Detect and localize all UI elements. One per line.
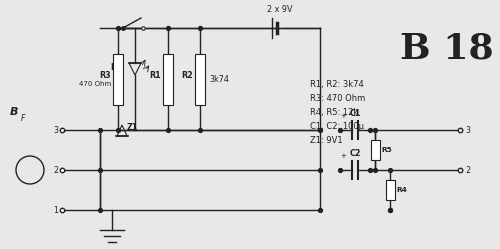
Text: 3: 3: [53, 125, 58, 134]
Text: Z1: Z1: [127, 123, 138, 131]
Text: 2 x 9V: 2 x 9V: [267, 5, 293, 14]
Bar: [386, 180, 394, 200]
Bar: [113, 54, 123, 105]
Text: R2: R2: [181, 70, 193, 79]
Text: L1: L1: [110, 62, 121, 71]
Text: 1: 1: [53, 205, 58, 214]
Text: Z1: 9V1: Z1: 9V1: [310, 136, 342, 145]
Text: F: F: [21, 114, 25, 123]
Text: 2: 2: [53, 166, 58, 175]
Text: R1: R1: [150, 70, 161, 79]
Text: B 18: B 18: [400, 31, 494, 65]
Bar: [195, 54, 205, 105]
Text: C1, C2: 100μ: C1, C2: 100μ: [310, 122, 364, 131]
Text: +: +: [340, 113, 346, 119]
Text: 2: 2: [465, 166, 470, 175]
Text: R5: R5: [382, 147, 392, 153]
Bar: [370, 140, 380, 160]
Text: B: B: [10, 107, 18, 117]
Text: C2: C2: [349, 149, 361, 158]
Text: C1: C1: [350, 109, 360, 118]
Text: R4: R4: [396, 187, 407, 193]
Text: 470 Ohm: 470 Ohm: [79, 81, 111, 87]
Text: +: +: [340, 153, 346, 159]
Text: 3k74: 3k74: [209, 74, 229, 83]
Bar: [163, 54, 173, 105]
Text: R3: R3: [100, 70, 111, 79]
Text: 3: 3: [465, 125, 470, 134]
Text: R1, R2: 3k74: R1, R2: 3k74: [310, 80, 364, 89]
Text: R4, R5: 12k: R4, R5: 12k: [310, 108, 358, 117]
Text: R3: 470 Ohm: R3: 470 Ohm: [310, 94, 365, 103]
